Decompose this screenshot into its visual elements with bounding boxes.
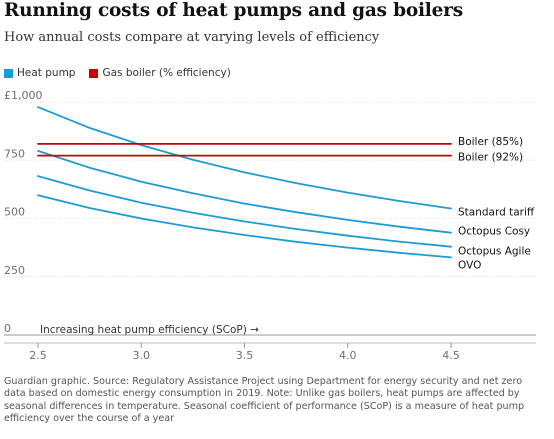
x-tick-label-3: 4.0 — [339, 349, 357, 362]
y-tick-label-3: 250 — [4, 264, 25, 277]
series-line-1 — [37, 150, 452, 234]
y-tick-label-0: £1,000 — [4, 89, 43, 102]
y-tick-label-4: 0 — [4, 322, 11, 335]
y-tick-label-2: 500 — [4, 206, 25, 219]
series-line-2 — [37, 175, 452, 248]
x-tick-label-0: 2.5 — [29, 349, 47, 362]
series-label-0: Standard tariff — [458, 206, 535, 218]
series-label-3: OVO — [458, 259, 481, 271]
legend: Heat pump Gas boiler (% efficiency) — [4, 67, 245, 79]
series-label-4: Boiler (85%) — [458, 136, 523, 148]
legend-item-gas-boiler: Gas boiler (% efficiency) — [89, 67, 231, 79]
legend-label-gas-boiler: Gas boiler (% efficiency) — [102, 67, 231, 79]
x-tick-label-2: 3.5 — [236, 349, 254, 362]
x-axis-label: Increasing heat pump efficiency (SCoP) → — [40, 324, 259, 336]
x-tick-label-1: 3.0 — [133, 349, 151, 362]
chart-subtitle: How annual costs compare at varying leve… — [4, 30, 380, 45]
series-label-1: Octopus Cosy — [458, 226, 530, 238]
series-line-3 — [37, 194, 452, 259]
chart-title: Running costs of heat pumps and gas boil… — [4, 0, 463, 21]
legend-swatch-gas-boiler — [89, 68, 99, 78]
series-label-5: Boiler (92%) — [458, 152, 523, 164]
legend-swatch-heat-pump — [4, 68, 13, 78]
series-label-2: Octopus Agile — [458, 246, 531, 258]
legend-label-heat-pump: Heat pump — [17, 67, 76, 79]
line-chart: £1,000 750 500 250 0 2.5 3.0 3.5 4.0 4.5 Increasin… — [4, 89, 536, 362]
footnote: Guardian graphic. Source: Regulatory Ass… — [4, 376, 525, 424]
x-tick-label-4: 4.5 — [442, 349, 460, 362]
series-line-0 — [37, 106, 452, 210]
legend-item-heat-pump: Heat pump — [4, 67, 75, 79]
y-tick-label-1: 750 — [4, 147, 25, 160]
